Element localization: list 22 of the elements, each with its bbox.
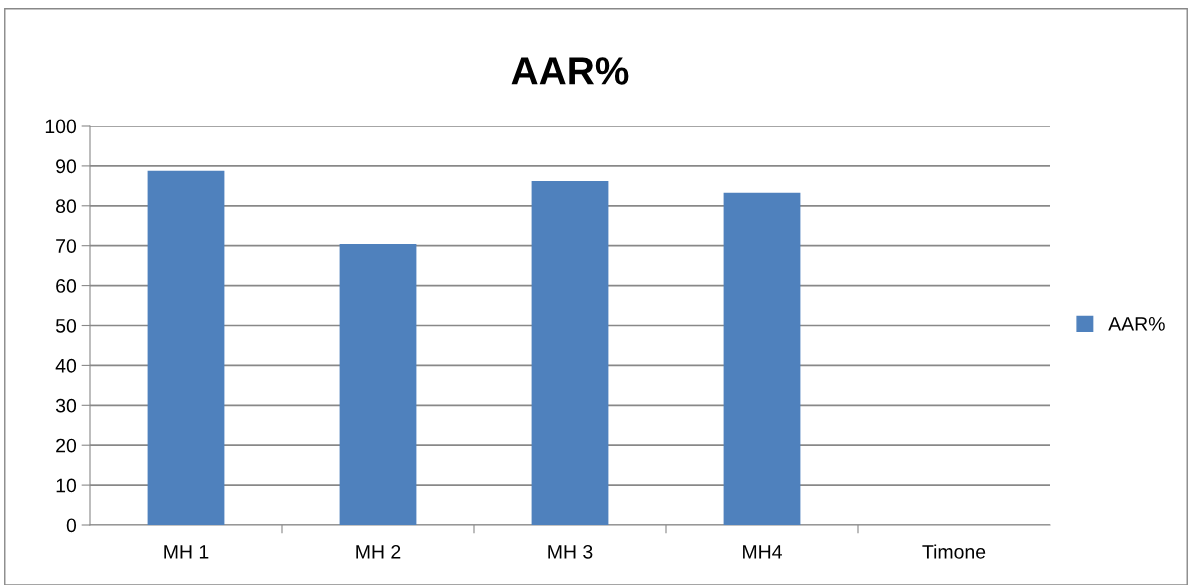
chart-title: AAR% (511, 57, 629, 85)
y-tick-label: 60 (56, 279, 77, 293)
y-tick-label: 10 (56, 478, 77, 493)
y-tick-label: 70 (56, 239, 77, 253)
y-tick-label: 50 (55, 318, 77, 333)
y-tick-label: 80 (56, 199, 77, 214)
bar (531, 181, 609, 525)
y-tick-label: 90 (56, 159, 77, 174)
bar (723, 192, 801, 525)
y-tick-label: 30 (55, 398, 77, 413)
bar (339, 244, 417, 525)
y-tick-label: 20 (56, 438, 77, 453)
legend-label: AAR% (1108, 317, 1165, 331)
x-tick-label: Timone (922, 544, 986, 559)
x-tick-label: MH 3 (548, 544, 593, 559)
x-tick-label: MH4 (743, 545, 782, 559)
x-tick-label: MH 1 (164, 545, 209, 559)
y-tick-label: 40 (55, 358, 77, 373)
y-tick-label: 0 (66, 518, 77, 533)
bar (147, 170, 225, 525)
x-tick-label: MH 2 (356, 544, 401, 559)
y-tick-label: 100 (45, 119, 77, 134)
